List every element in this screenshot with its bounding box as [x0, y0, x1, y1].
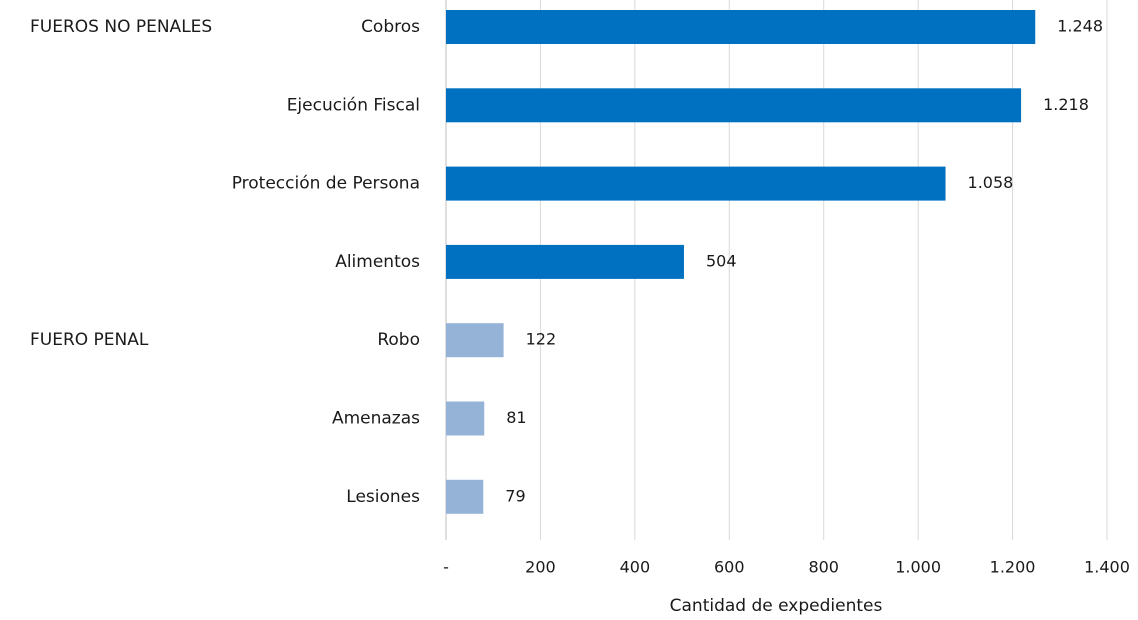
value-label: 504	[706, 251, 737, 270]
bar	[446, 88, 1022, 123]
group-label: FUEROS NO PENALES	[30, 17, 212, 37]
y-tick-label: Amenazas	[332, 409, 420, 429]
x-tick-label: 600	[714, 558, 745, 577]
value-label: 1.248	[1057, 17, 1103, 36]
y-tick-label: Cobros	[361, 17, 420, 37]
bar	[446, 166, 946, 201]
x-tick-label: 400	[620, 558, 651, 577]
group-label: FUERO PENAL	[30, 330, 149, 350]
value-label: 79	[505, 486, 525, 505]
bar	[446, 10, 1036, 44]
value-label: 122	[526, 330, 557, 349]
y-tick-label: Ejecución Fiscal	[287, 95, 420, 115]
bar	[446, 479, 484, 514]
value-label: 81	[506, 408, 526, 427]
bar	[446, 323, 504, 358]
value-label: 1.058	[968, 173, 1014, 192]
x-tick-label: 800	[808, 558, 839, 577]
y-tick-label: Robo	[377, 330, 420, 350]
bar	[446, 244, 684, 279]
x-tick-label: 200	[525, 558, 556, 577]
y-tick-label: Alimentos	[335, 252, 420, 272]
x-tick-label: 1.000	[895, 558, 941, 577]
x-tick-label: -	[443, 558, 449, 577]
x-axis-title: Cantidad de expedientes	[670, 596, 883, 616]
value-label: 1.218	[1043, 95, 1089, 114]
x-tick-label: 1.200	[990, 558, 1036, 577]
y-tick-label: Lesiones	[346, 487, 420, 507]
y-tick-label: Protección de Persona	[232, 174, 420, 194]
bar	[446, 401, 485, 436]
x-tick-label: 1.400	[1084, 558, 1130, 577]
